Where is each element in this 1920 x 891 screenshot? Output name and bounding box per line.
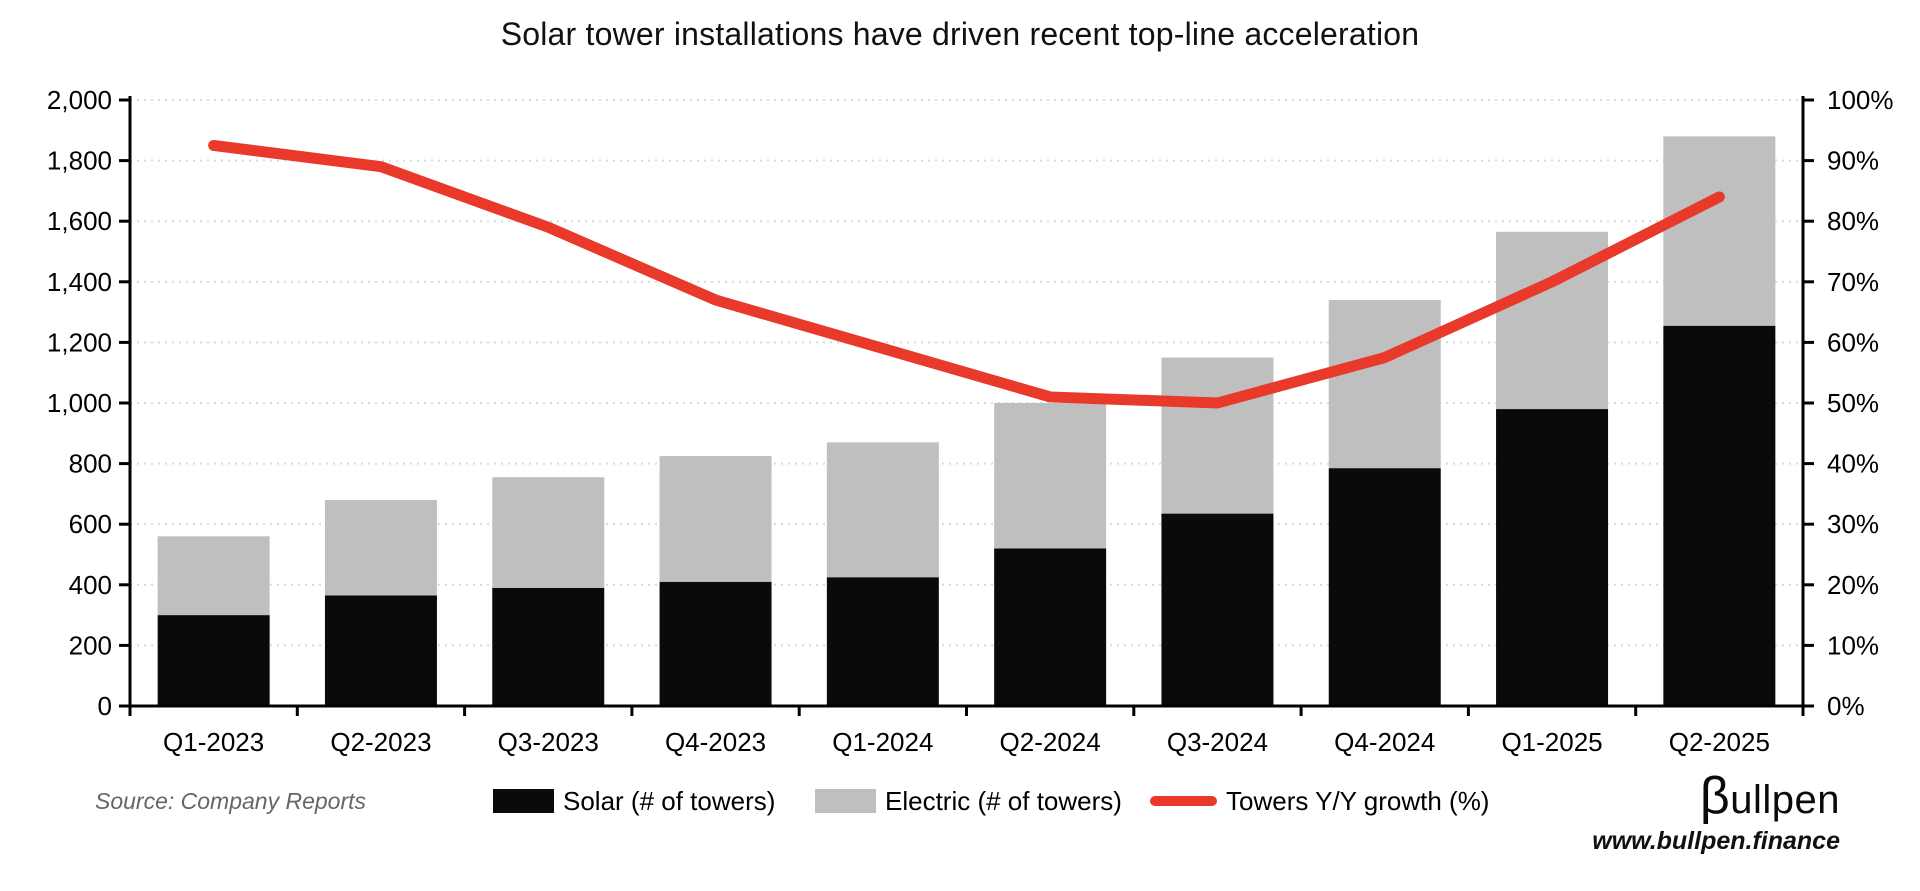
solar-swatch-icon <box>493 789 554 813</box>
left-axis-label: 2,000 <box>47 85 112 115</box>
left-axis-label: 800 <box>69 449 112 479</box>
bar-segment-electric <box>324 499 437 596</box>
left-axis-label: 0 <box>98 691 112 721</box>
left-axis-label: 600 <box>69 509 112 539</box>
legend-item-growth: Towers Y/Y growth (%) <box>1150 786 1489 816</box>
x-axis-category-label: Q2-2024 <box>1000 727 1101 757</box>
bar-series <box>157 136 1776 706</box>
x-axis-category-label: Q2-2023 <box>330 727 431 757</box>
x-axis-category-label: Q3-2023 <box>498 727 599 757</box>
bar-segment-electric <box>659 456 772 582</box>
x-axis-category-label: Q4-2023 <box>665 727 766 757</box>
right-axis-label: 90% <box>1827 146 1879 176</box>
chart-title: Solar tower installations have driven re… <box>500 16 1420 52</box>
bar-segment-solar <box>1161 513 1274 706</box>
bar-segment-electric <box>1328 299 1441 469</box>
bar-segment-solar <box>1663 325 1776 706</box>
right-axis-label: 0% <box>1827 691 1865 721</box>
left-axis-label: 400 <box>69 570 112 600</box>
right-axis-label: 70% <box>1827 267 1879 297</box>
left-axis-label: 1,400 <box>47 267 112 297</box>
brand-block: βullpen www.bullpen.finance <box>1592 767 1840 856</box>
right-axis-label: 30% <box>1827 509 1879 539</box>
growth-line <box>208 139 1725 409</box>
legend-item-solar: Solar (# of towers) <box>493 786 775 816</box>
bar-segment-electric <box>1161 357 1274 514</box>
legend-label-growth: Towers Y/Y growth (%) <box>1226 785 1490 816</box>
left-axis-label: 200 <box>69 630 112 660</box>
left-axis-label: 1,200 <box>47 327 112 357</box>
bar-segment-solar <box>659 581 772 706</box>
x-axis-category-label: Q4-2024 <box>1334 727 1435 757</box>
right-axis-label: 20% <box>1827 570 1879 600</box>
bullpen-logo-beta: β <box>1699 767 1731 825</box>
bullpen-logo: βullpen <box>1592 767 1840 825</box>
brand-website: www.bullpen.finance <box>1592 827 1840 856</box>
right-axis-label: 50% <box>1827 388 1879 418</box>
x-axis-category-label: Q1-2024 <box>832 727 933 757</box>
bullpen-logo-text: ullpen <box>1730 778 1840 822</box>
bar-segment-solar <box>1328 468 1441 706</box>
bar-segment-solar <box>1496 409 1609 706</box>
legend-item-electric: Electric (# of towers) <box>815 786 1122 816</box>
right-axis-label: 10% <box>1827 630 1879 660</box>
left-axis-label: 1,000 <box>47 388 112 418</box>
right-axis-label: 100% <box>1827 85 1894 115</box>
left-axis-label: 1,800 <box>47 146 112 176</box>
right-axis-label: 80% <box>1827 206 1879 236</box>
axes <box>119 96 1814 716</box>
legend-label-solar: Solar (# of towers) <box>563 785 776 816</box>
source-note: Source: Company Reports <box>95 788 367 814</box>
bar-segment-solar <box>324 595 437 706</box>
bar-segment-electric <box>492 477 605 588</box>
left-axis-label: 1,600 <box>47 206 112 236</box>
bar-segment-electric <box>1663 136 1776 326</box>
bar-segment-solar <box>157 615 270 706</box>
legend-label-electric: Electric (# of towers) <box>885 785 1122 816</box>
right-axis-label: 60% <box>1827 327 1879 357</box>
bar-segment-solar <box>492 587 605 706</box>
axis-labels: 0 200 400 600 800 1,000 1,200 1,400 1,600 1,800 2,… <box>47 85 1894 757</box>
x-axis-category-label: Q2-2025 <box>1669 727 1770 757</box>
bar-segment-solar <box>826 577 939 706</box>
x-axis-category-label: Q1-2023 <box>163 727 264 757</box>
bar-segment-electric <box>826 442 939 578</box>
bar-segment-electric <box>157 536 270 616</box>
x-axis-category-label: Q3-2024 <box>1167 727 1268 757</box>
bar-segment-solar <box>994 548 1107 706</box>
growth-line-swatch-icon <box>1150 796 1217 806</box>
x-axis-category-label: Q1-2025 <box>1501 727 1602 757</box>
bar-segment-electric <box>994 403 1107 549</box>
right-axis-label: 40% <box>1827 449 1879 479</box>
line-series <box>208 139 1725 409</box>
electric-swatch-icon <box>815 789 876 813</box>
